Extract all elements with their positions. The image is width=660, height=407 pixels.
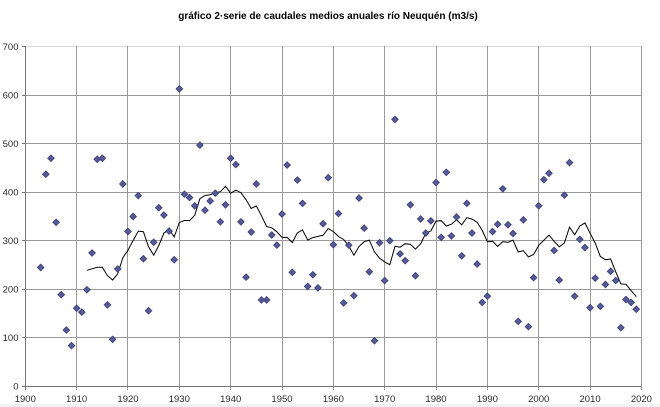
svg-text:200: 200 <box>3 285 19 296</box>
svg-text:2020: 2020 <box>631 394 652 405</box>
svg-text:1920: 1920 <box>117 394 138 405</box>
svg-text:1900: 1900 <box>15 394 36 405</box>
svg-text:1990: 1990 <box>477 394 498 405</box>
svg-text:1960: 1960 <box>323 394 344 405</box>
svg-text:1930: 1930 <box>169 394 190 405</box>
svg-text:300: 300 <box>3 236 19 247</box>
svg-text:2000: 2000 <box>528 394 549 405</box>
svg-text:2010: 2010 <box>580 394 601 405</box>
svg-text:100: 100 <box>3 333 19 344</box>
svg-text:gráfico 2·serie de caudales me: gráfico 2·serie de caudales medios anual… <box>178 11 478 22</box>
svg-text:0: 0 <box>13 382 18 393</box>
svg-text:1980: 1980 <box>425 394 446 405</box>
svg-text:1940: 1940 <box>220 394 241 405</box>
svg-text:400: 400 <box>3 187 19 198</box>
svg-text:500: 500 <box>3 139 19 150</box>
svg-text:1950: 1950 <box>271 394 292 405</box>
svg-text:700: 700 <box>3 42 19 53</box>
svg-text:1970: 1970 <box>374 394 395 405</box>
svg-text:600: 600 <box>3 90 19 101</box>
svg-text:1910: 1910 <box>66 394 87 405</box>
